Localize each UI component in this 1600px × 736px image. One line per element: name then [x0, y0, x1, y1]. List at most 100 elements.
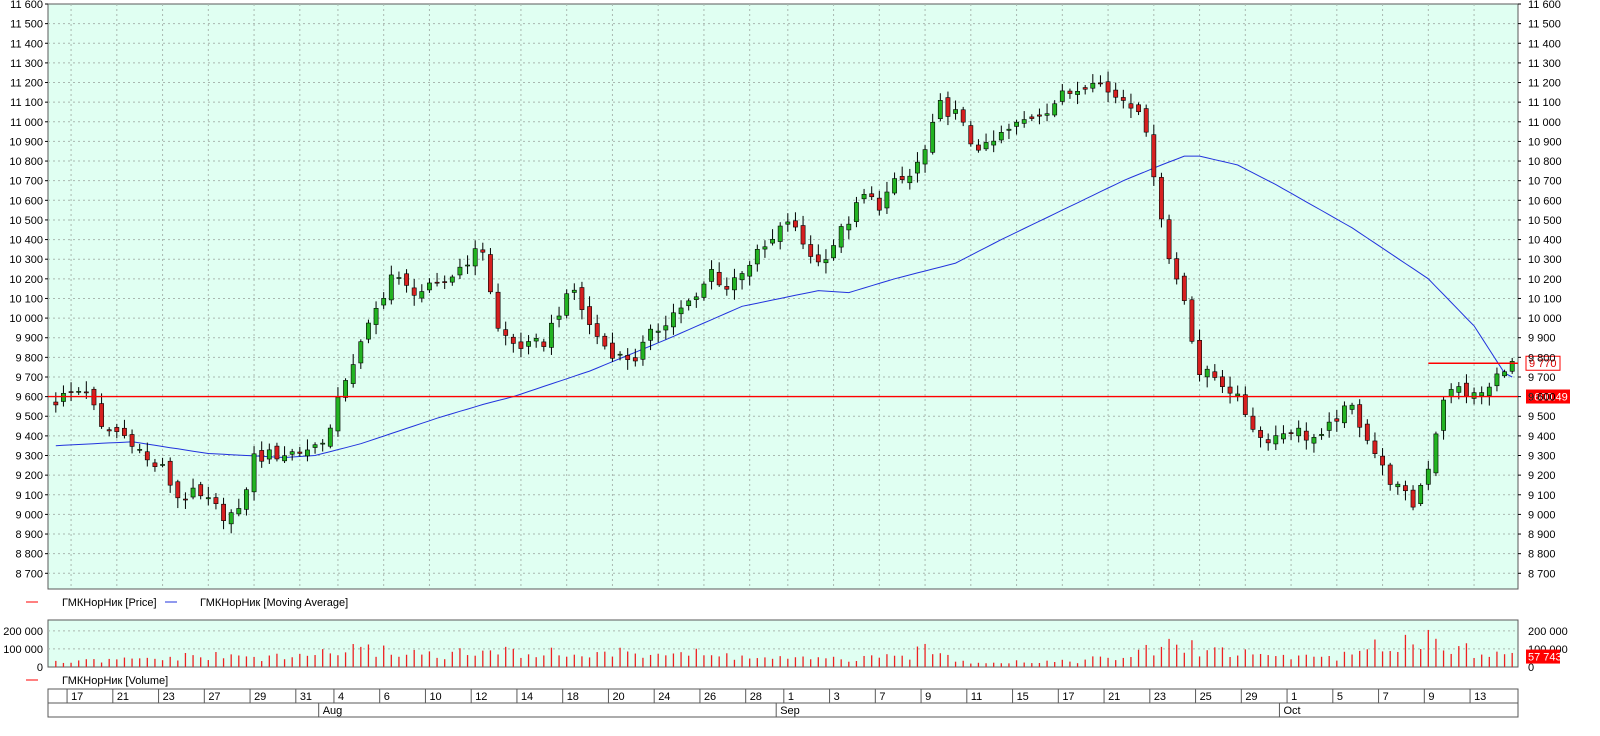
candle-body [1189, 299, 1195, 342]
candle-body [1342, 405, 1347, 424]
candle-body [76, 391, 82, 393]
candle-body [411, 287, 417, 296]
candle-body [526, 341, 531, 347]
y-tick-label-left: 9 100 [15, 490, 43, 502]
candle-body [495, 291, 501, 329]
candle-body [754, 249, 760, 265]
candle-body [1105, 81, 1111, 93]
candle-body [1395, 483, 1401, 488]
candle-body [1128, 103, 1134, 109]
candle-body [594, 323, 600, 337]
candle-body [289, 451, 295, 455]
candle-body [68, 391, 74, 393]
candle-body [632, 357, 638, 362]
candle-body [297, 451, 303, 454]
y-axis-left: 8 700 8 800 8 900 9 000 9 100 9 200 9 300 9 400… [9, 0, 48, 580]
candle-body [1250, 415, 1256, 430]
y-tick-label-left: 11 500 [10, 19, 43, 31]
y-tick-label-right: 11 500 [1528, 19, 1561, 31]
candle-body [1334, 418, 1340, 422]
volume-last-box [1526, 649, 1560, 664]
candle-body [1021, 119, 1027, 124]
candle-body [1425, 468, 1431, 485]
level-label-box [1526, 389, 1570, 404]
candle-body [793, 220, 798, 228]
date-label: 3 [834, 691, 840, 703]
candle-body [686, 300, 692, 307]
candle-body [259, 450, 265, 462]
candle-body [724, 286, 730, 290]
y-tick-label-left: 9 400 [15, 431, 43, 443]
candle-body [1319, 434, 1324, 436]
date-label: 27 [208, 691, 220, 703]
date-label: 14 [521, 691, 533, 703]
y-tick-label-right: 8 900 [1528, 529, 1556, 541]
candle-body [922, 149, 928, 165]
candle-body [1479, 392, 1485, 397]
date-label: 24 [658, 691, 670, 703]
volume-tick-label-left: 0 [37, 662, 43, 674]
candle-body [358, 341, 364, 364]
candle-body [823, 259, 829, 264]
candle-body [930, 122, 936, 153]
y-tick-label-right: 9 400 [1528, 431, 1556, 443]
candle-body [625, 355, 631, 360]
y-tick-label-left: 9 200 [15, 470, 43, 482]
y-tick-label-right: 9 900 [1528, 333, 1556, 345]
candle-body [205, 497, 211, 500]
candle-body [1296, 427, 1302, 437]
candle-body [1159, 177, 1164, 220]
y-tick-label-right: 10 900 [1528, 136, 1562, 148]
candle-body [350, 364, 356, 384]
candle-body [1067, 90, 1073, 94]
y-tick-label-right: 9 500 [1528, 411, 1556, 423]
volume-tick-label-right: 0 [1528, 662, 1534, 674]
candle-body [388, 274, 394, 301]
candle-body [160, 464, 165, 466]
candle-body [564, 293, 570, 316]
candle-body [457, 266, 463, 276]
moving-average-line [55, 155, 1513, 459]
candle-body [305, 449, 310, 457]
candle-body [998, 132, 1004, 141]
candle-body [671, 312, 676, 328]
candle-body [937, 100, 943, 120]
candle-body [1090, 82, 1096, 89]
candle-body [1113, 89, 1119, 98]
candles-layer [53, 71, 1515, 534]
candle-body [739, 273, 745, 281]
candle-body [381, 298, 387, 306]
candle-body [1029, 116, 1035, 119]
candle-body [1014, 121, 1019, 127]
candle-body [510, 336, 516, 344]
candle-body [869, 193, 875, 198]
candle-body [846, 223, 852, 231]
last-price-label: 9 770 [1529, 358, 1557, 370]
volume-plot-area [47, 619, 1519, 668]
y-tick-label-left: 10 300 [9, 254, 43, 266]
candle-body [228, 512, 234, 525]
candle-body [1288, 432, 1294, 434]
candle-body [244, 489, 249, 510]
candle-body [655, 330, 661, 333]
y-tick-label-right: 9 300 [1528, 451, 1556, 463]
candle-body [602, 335, 608, 347]
y-tick-label-left: 10 500 [9, 215, 43, 227]
volume-tick-label-left: 200 000 [3, 626, 43, 638]
date-label: 20 [612, 691, 624, 703]
candle-body [549, 322, 554, 348]
y-tick-label-right: 9 100 [1528, 490, 1556, 502]
volume-bars-layer [55, 629, 1513, 667]
candle-body [236, 508, 242, 515]
candle-body [1037, 114, 1042, 117]
candle-body [266, 449, 272, 460]
date-label: 29 [1245, 691, 1257, 703]
volume-grid [48, 630, 1518, 650]
y-tick-label-left: 9 800 [15, 352, 43, 364]
candle-body [488, 254, 493, 293]
level-label: 9600.49 [1528, 392, 1568, 404]
candle-body [213, 497, 219, 504]
candle-body [960, 109, 966, 123]
